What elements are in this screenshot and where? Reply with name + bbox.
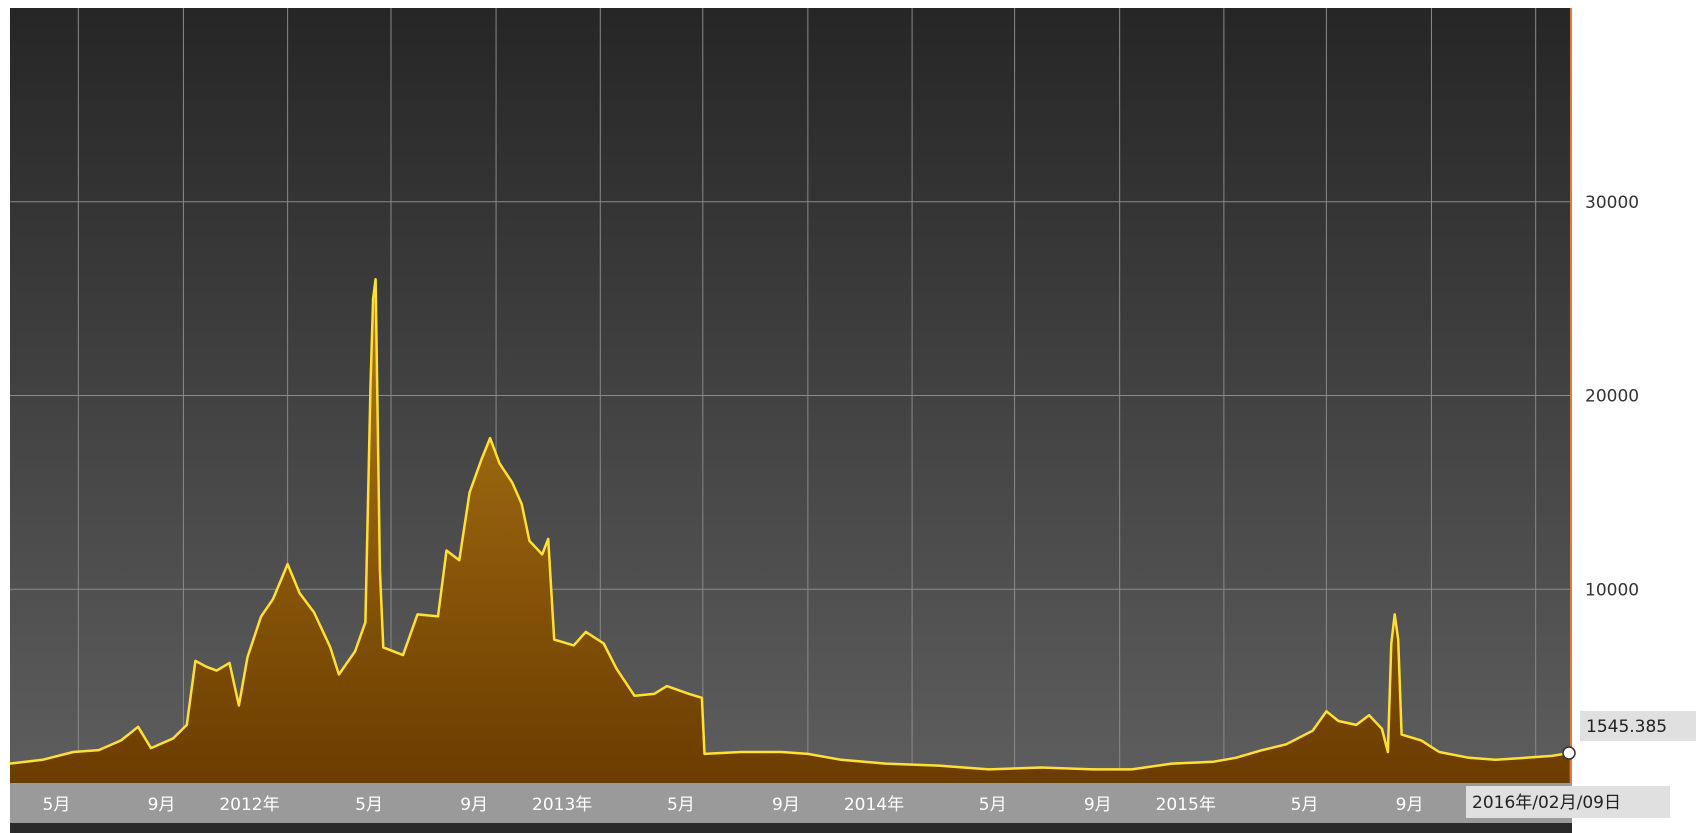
last-date-badge xyxy=(1466,786,1670,818)
y-tick-label: 20000 xyxy=(1585,387,1639,407)
x-tick-label: 9月 xyxy=(772,795,800,815)
x-axis-ticks: 5月 9月 2012年 5月 9月 2013年 5月 9月 2014年 5月 9月 2015年 5月 9月 xyxy=(43,795,1424,815)
x-tick-label: 2013年 xyxy=(532,795,592,815)
last-date-label: 2016年/02月/09日 xyxy=(1472,793,1621,813)
x-tick-label: 5月 xyxy=(667,795,695,815)
x-tick-label: 5月 xyxy=(355,795,383,815)
scroll-track[interactable] xyxy=(10,823,1572,833)
last-value-label: 1545.385 xyxy=(1586,717,1667,737)
y-axis-panel xyxy=(1572,0,1696,833)
x-tick-label: 9月 xyxy=(148,795,176,815)
y-axis-ticks: 10000 20000 30000 xyxy=(1585,193,1639,601)
y-tick-label: 30000 xyxy=(1585,193,1639,213)
x-tick-label: 2012年 xyxy=(219,795,279,815)
x-tick-label: 5月 xyxy=(1291,795,1319,815)
series-area xyxy=(10,279,1569,783)
x-axis-strip xyxy=(10,783,1572,823)
x-tick-label: 5月 xyxy=(979,795,1007,815)
x-tick-label: 2015年 xyxy=(1156,795,1216,815)
last-value-badge xyxy=(1580,711,1696,741)
x-tick-label: 9月 xyxy=(1084,795,1112,815)
last-point-marker xyxy=(1562,746,1576,760)
x-tick-label: 2014年 xyxy=(844,795,904,815)
series-line xyxy=(9,278,1570,771)
x-tick-label: 5月 xyxy=(43,795,71,815)
grid-lines xyxy=(10,8,1571,783)
x-tick-label: 9月 xyxy=(1396,795,1424,815)
x-tick-label: 9月 xyxy=(460,795,488,815)
badges: 1545.385 2016年/02月/09日 xyxy=(1466,711,1696,818)
y-tick-label: 10000 xyxy=(1585,580,1639,600)
